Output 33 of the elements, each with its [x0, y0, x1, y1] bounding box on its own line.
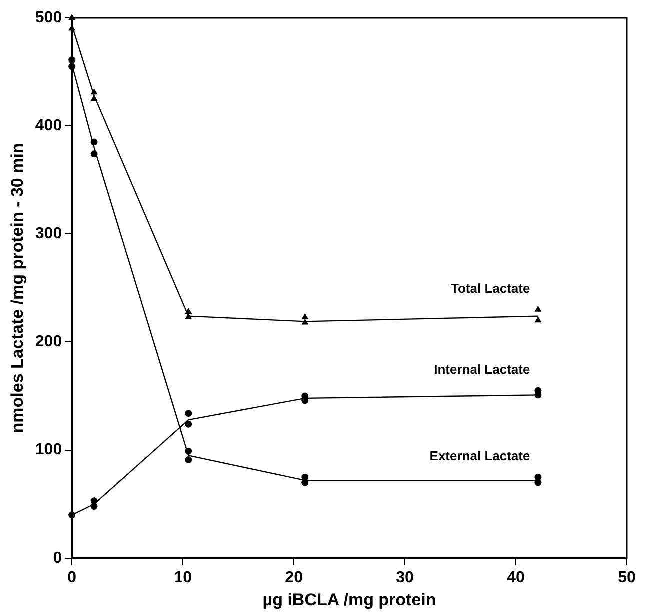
point	[185, 456, 192, 464]
point	[302, 319, 308, 325]
y-tick-label: 200	[35, 334, 62, 351]
x-tick-label: 10	[174, 569, 192, 586]
x-tick-label: 40	[507, 569, 526, 586]
x-tick-label: 50	[618, 569, 636, 586]
point	[185, 448, 192, 455]
point	[90, 150, 98, 158]
point	[91, 89, 98, 95]
y-tick-label: 300	[35, 226, 62, 243]
series-label: Internal Lactate	[434, 362, 530, 377]
x-tick-label: 0	[68, 569, 77, 586]
y-tick-label: 500	[35, 9, 62, 26]
point	[186, 314, 192, 320]
point	[302, 314, 308, 320]
y-tick-label: 400	[35, 117, 62, 134]
y-axis-title: nmoles Lactate /mg protein - 30 min	[8, 143, 27, 434]
series-label: Total Lactate	[450, 280, 530, 296]
point	[186, 308, 192, 314]
point	[91, 96, 98, 102]
point	[90, 138, 98, 146]
point	[185, 410, 192, 418]
y-tick-label: 0	[53, 550, 62, 567]
x-tick-label: 20	[285, 569, 304, 586]
series-label: External Lactate	[430, 448, 530, 464]
x-tick-label: 30	[396, 569, 414, 586]
x-axis-title: µg iBCLA /mg protein	[262, 590, 436, 610]
y-tick-label: 100	[35, 442, 62, 459]
point	[535, 317, 542, 323]
point	[185, 420, 192, 428]
point	[534, 479, 542, 486]
point	[90, 503, 98, 510]
point	[535, 306, 542, 312]
